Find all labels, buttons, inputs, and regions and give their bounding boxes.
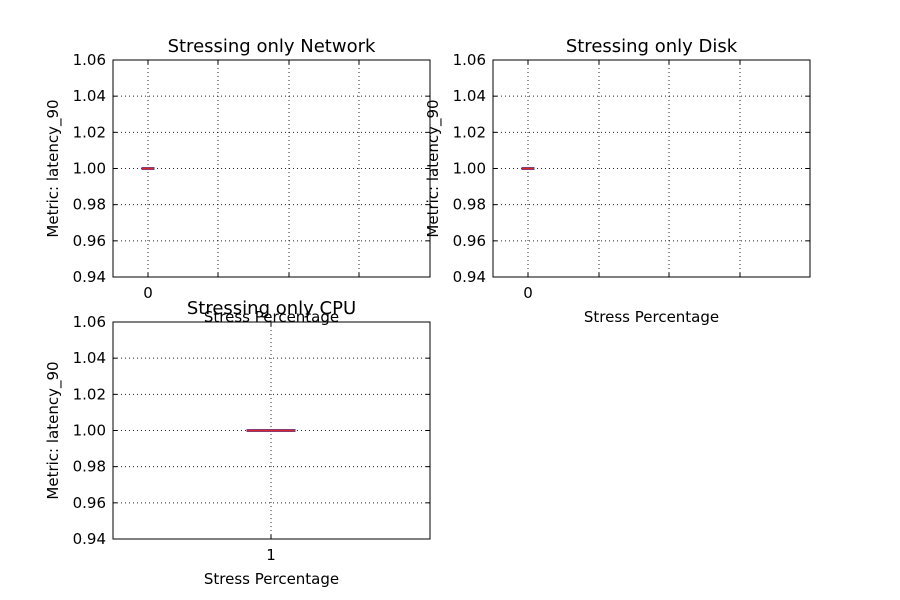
y-tick-label: 1.04: [453, 87, 486, 105]
chart-title: Stressing only Network: [168, 36, 376, 57]
y-tick-label: 1.00: [73, 160, 106, 178]
y-tick-label: 0.96: [453, 232, 486, 250]
y-axis-label: Metric: latency_90: [44, 361, 63, 499]
y-axis-label: Metric: latency_90: [44, 99, 63, 237]
y-tick-label: 1.02: [453, 123, 486, 141]
x-tick-label: 0: [143, 284, 153, 302]
subplot-3: 0.94 0.96 0.98 1.00 1.02 1.04 1.06 1 Stressing o…: [44, 298, 431, 588]
y-tick-label: 0.96: [73, 494, 106, 512]
y-tick-label: 1.06: [453, 51, 486, 69]
subplots: 0.94 0.96 0.98 1.00 1.02 1.04 1.06 0 Stressing o…: [44, 36, 811, 588]
y-tick-label: 0.98: [73, 458, 106, 476]
y-tick-label: 0.98: [73, 196, 106, 214]
x-tick-label: 1: [266, 546, 276, 564]
x-axis-label: Stress Percentage: [204, 570, 339, 588]
y-tick-label: 1.04: [73, 87, 106, 105]
y-tick-label: 0.98: [453, 196, 486, 214]
y-tick-label: 0.94: [453, 268, 486, 286]
y-tick-label: 0.94: [73, 530, 106, 548]
y-tick-label: 1.02: [73, 385, 106, 403]
y-tick-label: 1.02: [73, 123, 106, 141]
plot-frame: [492, 59, 811, 278]
chart-title: Stressing only CPU: [187, 298, 356, 319]
y-tick-label: 0.94: [73, 268, 106, 286]
plot-frame: [112, 321, 431, 540]
subplot-2: 0.94 0.96 0.98 1.00 1.02 1.04 1.06 0 Stressing o…: [424, 36, 811, 326]
y-tick-label: 1.06: [73, 313, 106, 331]
subplot-1: 0.94 0.96 0.98 1.00 1.02 1.04 1.06 0 Stressing o…: [44, 36, 431, 326]
x-tick-label: 0: [523, 284, 533, 302]
plot-frame: [112, 59, 431, 278]
y-axis-label: Metric: latency_90: [424, 99, 443, 237]
chart-title: Stressing only Disk: [566, 36, 738, 57]
y-tick-label: 1.04: [73, 349, 106, 367]
y-tick-label: 1.00: [453, 160, 486, 178]
y-tick-label: 1.00: [73, 422, 106, 440]
y-tick-label: 1.06: [73, 51, 106, 69]
y-tick-label: 0.96: [73, 232, 106, 250]
x-axis-label: Stress Percentage: [584, 308, 719, 326]
